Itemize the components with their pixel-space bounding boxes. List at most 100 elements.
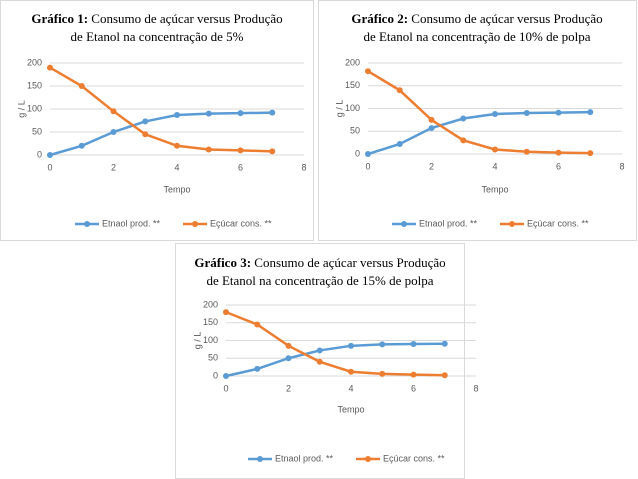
data-point — [78, 142, 85, 149]
data-point — [285, 355, 292, 362]
data-point — [410, 371, 417, 378]
y-tick-label: 0 — [213, 370, 218, 380]
title-prefix: Gráfico 3: — [194, 255, 251, 270]
data-point — [237, 147, 244, 154]
data-point — [523, 110, 530, 117]
y-tick-label: 0 — [355, 148, 360, 158]
x-tick-label: 4 — [492, 161, 497, 171]
data-point — [78, 83, 85, 89]
legend-marker — [401, 221, 407, 227]
series-line — [367, 110, 591, 156]
x-tick-label: 8 — [473, 383, 478, 393]
series-line — [225, 310, 445, 377]
title-prefix: Gráfico 2: — [351, 11, 408, 26]
y-tick-label: 150 — [345, 80, 360, 90]
y-tick-label: 100 — [203, 335, 218, 345]
y-tick-label: 100 — [27, 103, 42, 113]
x-axis-label: Tempo — [481, 184, 508, 194]
y-tick-label: 100 — [345, 103, 360, 113]
legend-label: Etnaol prod. ** — [419, 218, 478, 228]
x-tick-label: 0 — [223, 383, 228, 393]
legend-marker — [192, 221, 198, 227]
y-axis-label: g / L — [192, 332, 202, 350]
data-point — [205, 110, 212, 117]
x-tick-label: 2 — [286, 383, 291, 393]
data-point — [269, 148, 276, 155]
title-line: Consumo de açúcar versus Produção — [411, 11, 602, 26]
y-tick-label: 200 — [345, 57, 360, 67]
chart-title: de Etanol na concentração de 15% de polp… — [206, 273, 433, 288]
data-point — [441, 340, 448, 347]
panel-border — [318, 0, 637, 241]
data-point — [460, 115, 467, 122]
data-point — [379, 341, 386, 348]
data-point — [269, 109, 276, 116]
x-tick-label: 6 — [411, 383, 416, 393]
data-point — [110, 129, 117, 135]
y-axis-label: g / L — [334, 100, 344, 118]
chart-title: de Etanol na concentração de 10% de polp… — [363, 29, 590, 44]
y-tick-label: 50 — [350, 126, 360, 136]
y-tick-label: 50 — [32, 126, 42, 136]
data-point — [142, 118, 149, 125]
data-point — [410, 341, 417, 348]
data-point — [365, 151, 371, 157]
data-point — [492, 146, 498, 153]
x-tick-label: 6 — [556, 161, 561, 171]
chart-title: de Etanol na concentração de 5% — [71, 29, 244, 44]
series-line — [367, 70, 591, 155]
y-tick-label: 0 — [37, 149, 42, 159]
y-tick-label: 150 — [203, 317, 218, 327]
data-point — [47, 64, 53, 71]
data-point — [254, 365, 261, 372]
x-tick-label: 0 — [47, 162, 52, 172]
chart-title: Gráfico 1: Consumo de açúcar versus Prod… — [31, 11, 282, 26]
y-axis-label: g / L — [16, 100, 26, 118]
chart-title: Gráfico 3: Consumo de açúcar versus Prod… — [194, 255, 445, 270]
x-tick-label: 2 — [429, 161, 434, 171]
legend-label: Etnaol prod. ** — [102, 218, 161, 228]
y-tick-label: 50 — [208, 353, 218, 363]
data-point — [142, 131, 149, 138]
x-tick-label: 4 — [174, 162, 179, 172]
data-point — [205, 146, 212, 153]
y-tick-label: 200 — [27, 57, 42, 67]
title-prefix: Gráfico 1: — [31, 11, 88, 26]
data-point — [174, 142, 180, 149]
legend-label: Etnaol prod. ** — [275, 453, 334, 463]
data-point — [223, 373, 229, 379]
data-point — [396, 140, 403, 147]
data-point — [379, 370, 386, 377]
legend-label: Eçúcar cons. ** — [383, 453, 445, 463]
data-point — [316, 347, 323, 354]
data-point — [587, 150, 594, 157]
x-tick-label: 4 — [348, 383, 353, 393]
data-point — [223, 309, 229, 316]
data-point — [396, 87, 403, 94]
x-axis-label: Tempo — [163, 184, 190, 194]
legend-marker — [257, 456, 263, 462]
data-point — [441, 372, 448, 379]
x-tick-label: 8 — [301, 162, 306, 172]
data-point — [492, 110, 498, 117]
data-point — [365, 68, 371, 75]
data-point — [174, 111, 180, 118]
data-point — [254, 321, 261, 328]
x-tick-label: 0 — [365, 161, 370, 171]
legend-label: Eçúcar cons. ** — [527, 218, 589, 228]
legend-label: Eçúcar cons. ** — [210, 218, 272, 228]
data-point — [523, 148, 530, 155]
data-point — [285, 342, 292, 349]
data-point — [316, 358, 323, 365]
data-point — [110, 108, 117, 115]
data-point — [428, 125, 435, 132]
title-line: Consumo de açúcar versus Produção — [254, 255, 445, 270]
legend-marker — [365, 456, 371, 462]
data-point — [587, 109, 594, 116]
y-tick-label: 200 — [203, 299, 218, 309]
title-line: de Etanol na concentração de 15% de polp… — [206, 273, 433, 288]
data-point — [555, 149, 562, 156]
data-point — [348, 368, 354, 375]
data-point — [460, 137, 467, 144]
